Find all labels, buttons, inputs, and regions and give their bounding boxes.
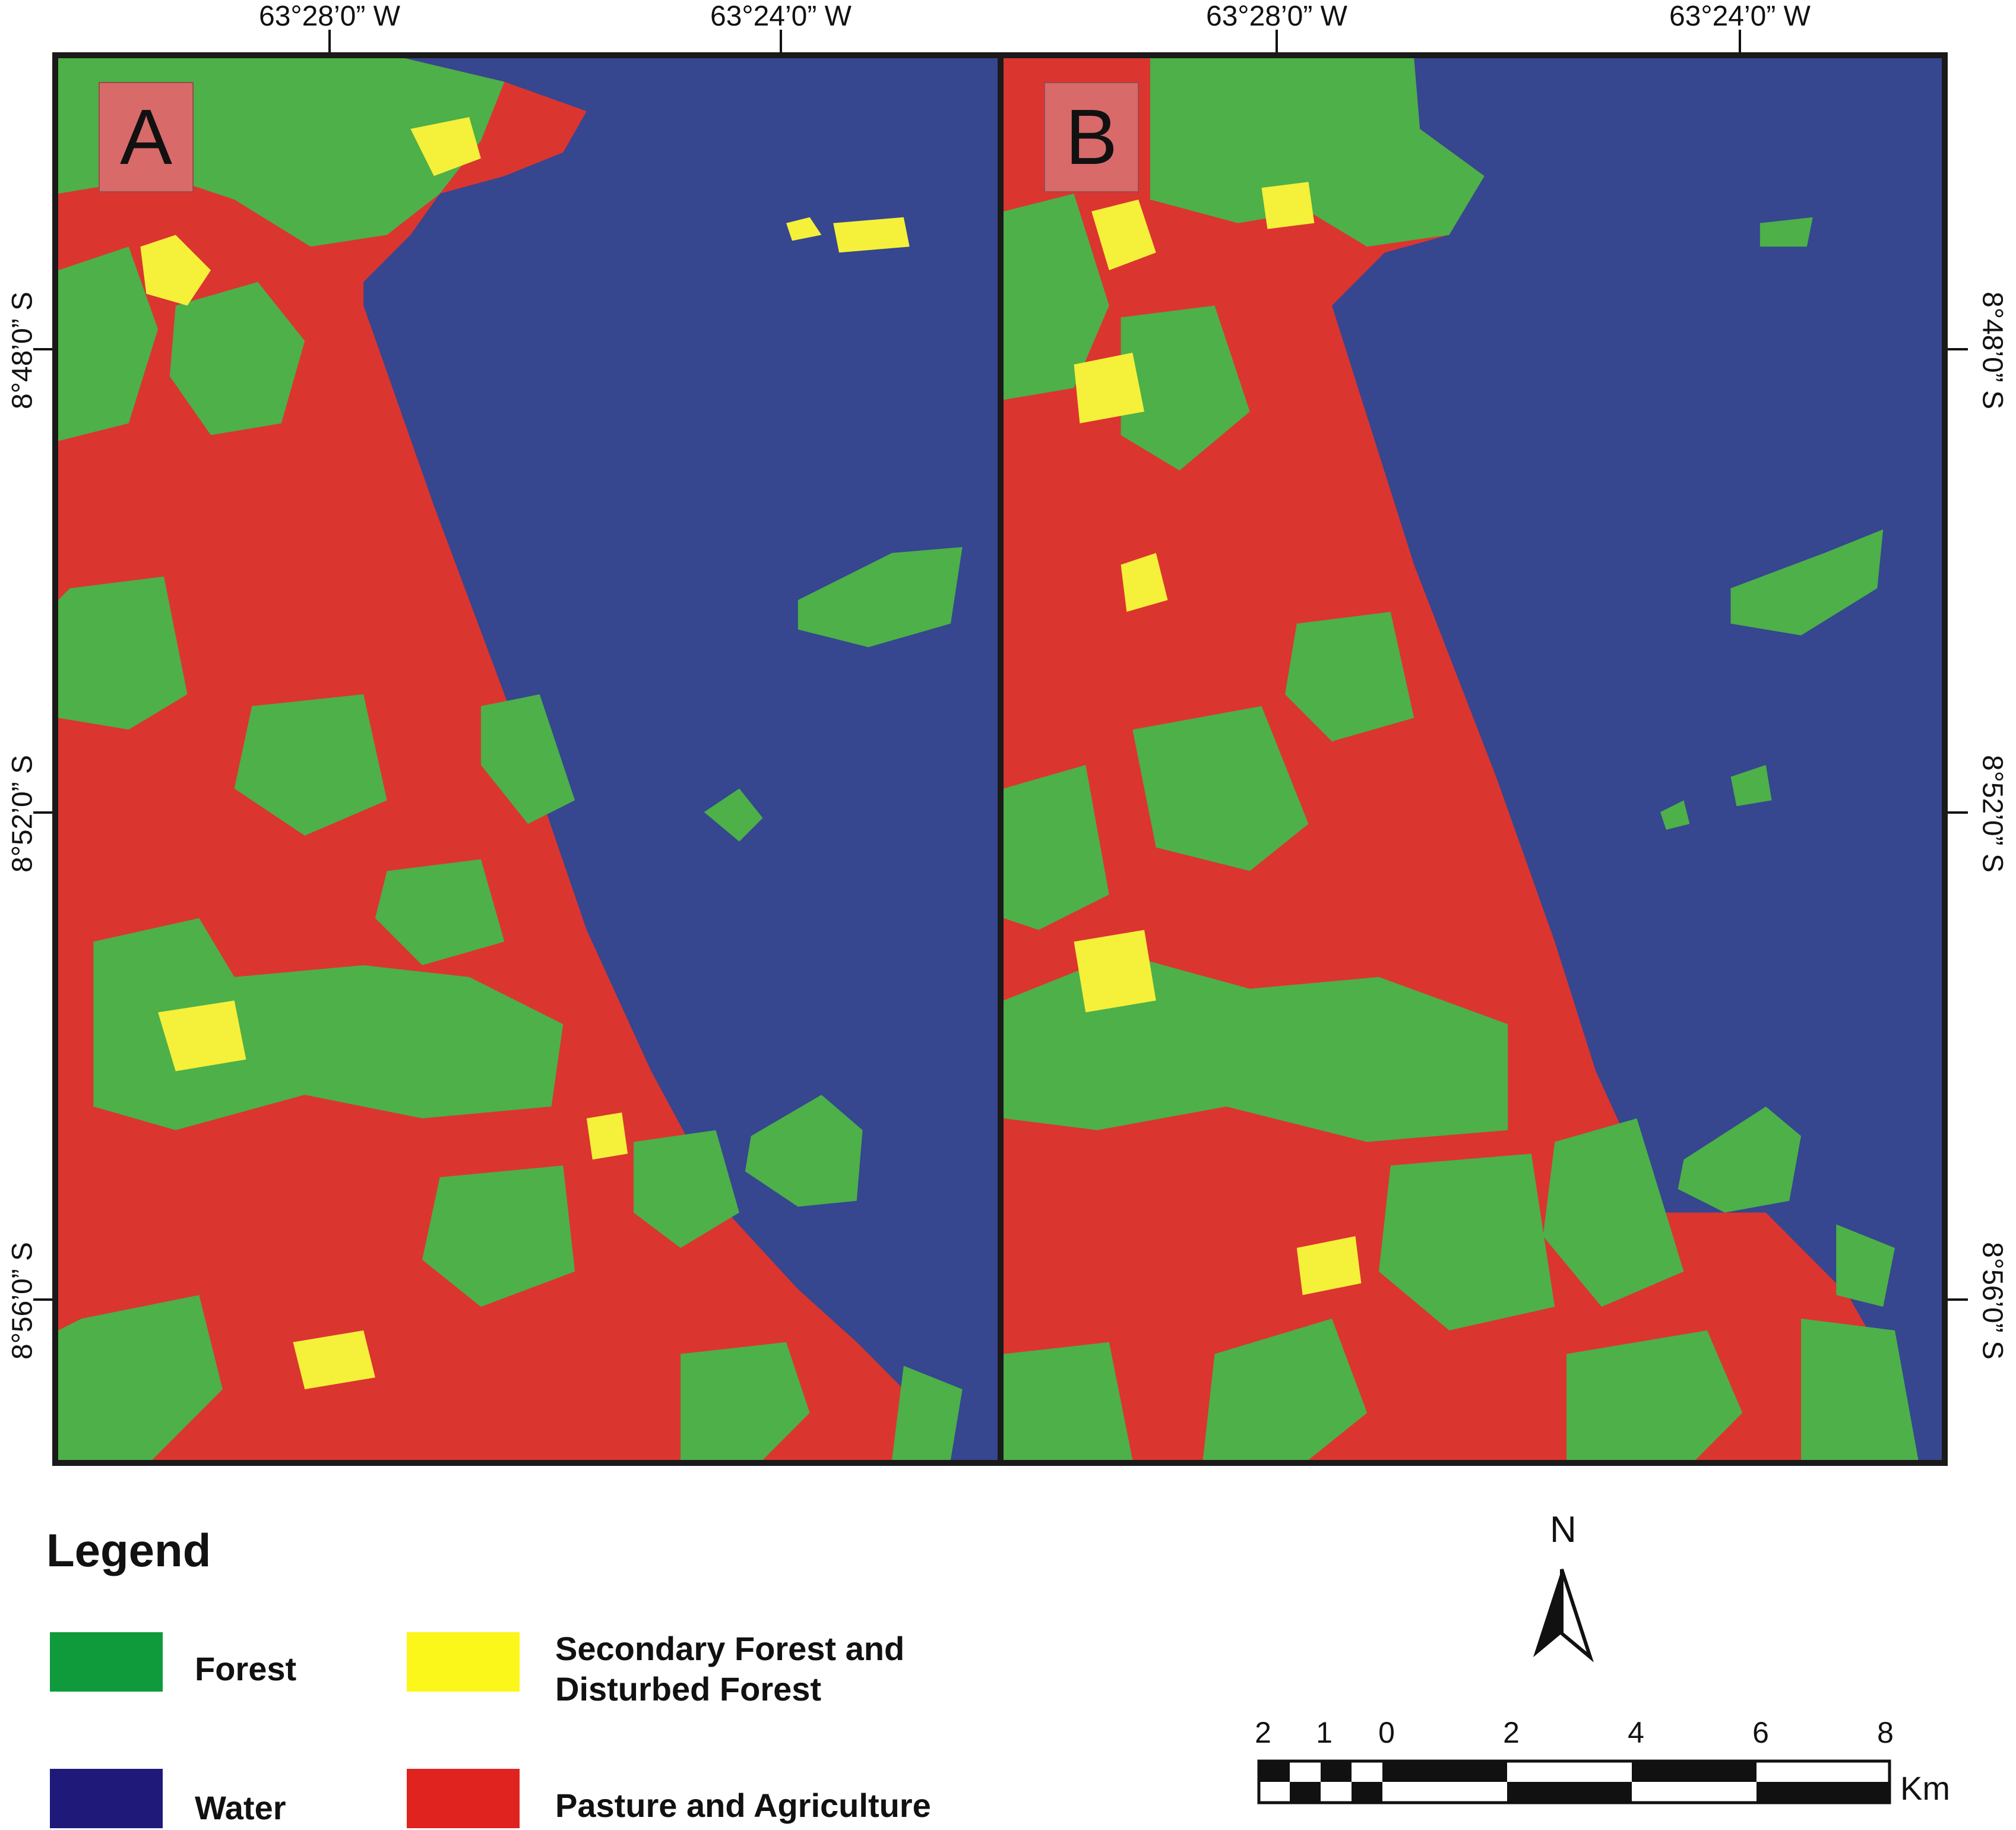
scale-bar-graphic xyxy=(1257,1759,1891,1804)
scale-label-8: 8 xyxy=(1877,1716,1894,1749)
island-forest-b3 xyxy=(1759,217,1813,247)
scale-unit: Km xyxy=(1900,1769,1950,1807)
left-coord-2: 8°52’0” S xyxy=(7,755,39,873)
forest-area-a11 xyxy=(681,1342,810,1460)
tick-left-1 xyxy=(33,348,55,350)
tick-left-2 xyxy=(33,811,55,814)
water-body-b xyxy=(1332,58,1942,1460)
secondary-area-a5 xyxy=(833,217,910,253)
map-panel-a: A xyxy=(52,52,1004,1466)
scale-label-2: 2 xyxy=(1503,1716,1520,1749)
forest-area-b11 xyxy=(1202,1319,1368,1460)
forest-area-b3 xyxy=(1121,305,1250,471)
land-cover-map-a xyxy=(58,58,998,1460)
left-coord-1: 8°48’0” S xyxy=(7,292,39,409)
legend-label-forest: Forest xyxy=(195,1650,297,1687)
legend-swatch-water xyxy=(50,1769,163,1828)
tick-right-3 xyxy=(1947,1298,1968,1301)
forest-area-b2 xyxy=(1004,194,1109,400)
forest-area-a4 xyxy=(58,576,188,730)
forest-area-b6 xyxy=(1285,612,1414,742)
island-forest-a1 xyxy=(797,547,963,647)
legend-swatch-pasture xyxy=(407,1769,520,1828)
island-forest-b1 xyxy=(1730,529,1884,636)
legend-label-water: Water xyxy=(195,1789,286,1826)
island-forest-a2 xyxy=(745,1095,863,1207)
tick-right-1 xyxy=(1947,348,1968,350)
secondary-area-b6 xyxy=(1261,182,1315,229)
legend-title: Legend xyxy=(46,1524,211,1576)
land-cover-map-b xyxy=(1004,58,1942,1460)
island-forest-b2 xyxy=(1678,1107,1801,1213)
water-body-a xyxy=(363,58,998,1460)
map-panel-b: B xyxy=(998,52,1948,1466)
tick-left-3 xyxy=(33,1298,55,1301)
tick-top-a1 xyxy=(328,30,331,52)
forest-area-a8 xyxy=(422,1165,575,1307)
secondary-area-b5 xyxy=(1296,1236,1362,1295)
north-arrow-icon xyxy=(1533,1569,1594,1662)
tick-top-b2 xyxy=(1739,30,1741,52)
forest-area-a9 xyxy=(58,1295,223,1460)
forest-area-b9 xyxy=(1543,1118,1684,1307)
secondary-area-b1 xyxy=(1091,199,1156,270)
panel-a-label: A xyxy=(99,82,194,192)
scale-label-6: 6 xyxy=(1752,1716,1769,1749)
scale-label-2-left: 2 xyxy=(1255,1716,1271,1749)
legend-swatch-secondary xyxy=(407,1632,520,1692)
top-coord-b2: 63°24’0” W xyxy=(1669,1,1811,32)
legend-label-pasture: Pasture and Agriculture xyxy=(555,1787,931,1824)
left-coord-3: 8°56’0” S xyxy=(7,1242,39,1360)
secondary-area-b4 xyxy=(1074,930,1156,1013)
tick-right-2 xyxy=(1947,811,1968,814)
forest-area-a5 xyxy=(234,694,387,836)
island-forest-b5 xyxy=(1660,800,1690,830)
forest-area-a2 xyxy=(58,246,159,441)
secondary-area-a4 xyxy=(786,217,822,241)
forest-area-b12 xyxy=(1566,1330,1743,1460)
forest-area-b1 xyxy=(1150,58,1485,247)
island-forest-b4 xyxy=(1730,764,1772,807)
panel-b-label: B xyxy=(1044,82,1139,192)
forest-area-a3 xyxy=(169,282,305,435)
right-coord-1: 8°48’0” S xyxy=(1976,292,2008,409)
forest-area-a12 xyxy=(480,694,575,824)
forest-area-a7 xyxy=(375,859,505,966)
right-coord-3: 8°56’0” S xyxy=(1976,1242,2008,1360)
secondary-area-a7 xyxy=(586,1112,628,1160)
island-forest-a3 xyxy=(704,788,763,842)
tick-top-a2 xyxy=(780,30,782,52)
forest-area-a10 xyxy=(633,1130,739,1249)
top-coord-b1: 63°28’0” W xyxy=(1206,1,1347,32)
secondary-area-a3 xyxy=(158,1000,246,1072)
scale-label-4: 4 xyxy=(1628,1716,1644,1749)
secondary-area-a2 xyxy=(410,117,481,176)
forest-area-b10 xyxy=(1004,1342,1133,1460)
forest-area-b14 xyxy=(1836,1224,1895,1307)
secondary-area-b3 xyxy=(1121,552,1168,612)
legend-label-secondary: Secondary Forest and Disturbed Forest xyxy=(555,1630,905,1708)
scale-label-1: 1 xyxy=(1316,1716,1333,1749)
scale-label-0: 0 xyxy=(1378,1716,1395,1749)
legend-swatch-forest xyxy=(50,1632,163,1692)
forest-area-a6 xyxy=(93,918,564,1130)
secondary-area-a1 xyxy=(140,235,211,306)
north-label: N xyxy=(1550,1509,1577,1550)
secondary-area-a6 xyxy=(293,1330,375,1390)
secondary-area-b2 xyxy=(1074,352,1144,423)
forest-area-b8 xyxy=(1379,1153,1555,1330)
forest-area-a13 xyxy=(892,1366,963,1460)
top-coord-a2: 63°24’0” W xyxy=(710,1,852,32)
top-coord-a1: 63°28’0” W xyxy=(259,1,400,32)
forest-area-b13 xyxy=(1801,1319,1919,1460)
forest-area-b4 xyxy=(1004,764,1109,930)
tick-top-b1 xyxy=(1276,30,1278,52)
forest-area-b5 xyxy=(1132,706,1309,871)
right-coord-2: 8°52’0” S xyxy=(1976,755,2008,873)
